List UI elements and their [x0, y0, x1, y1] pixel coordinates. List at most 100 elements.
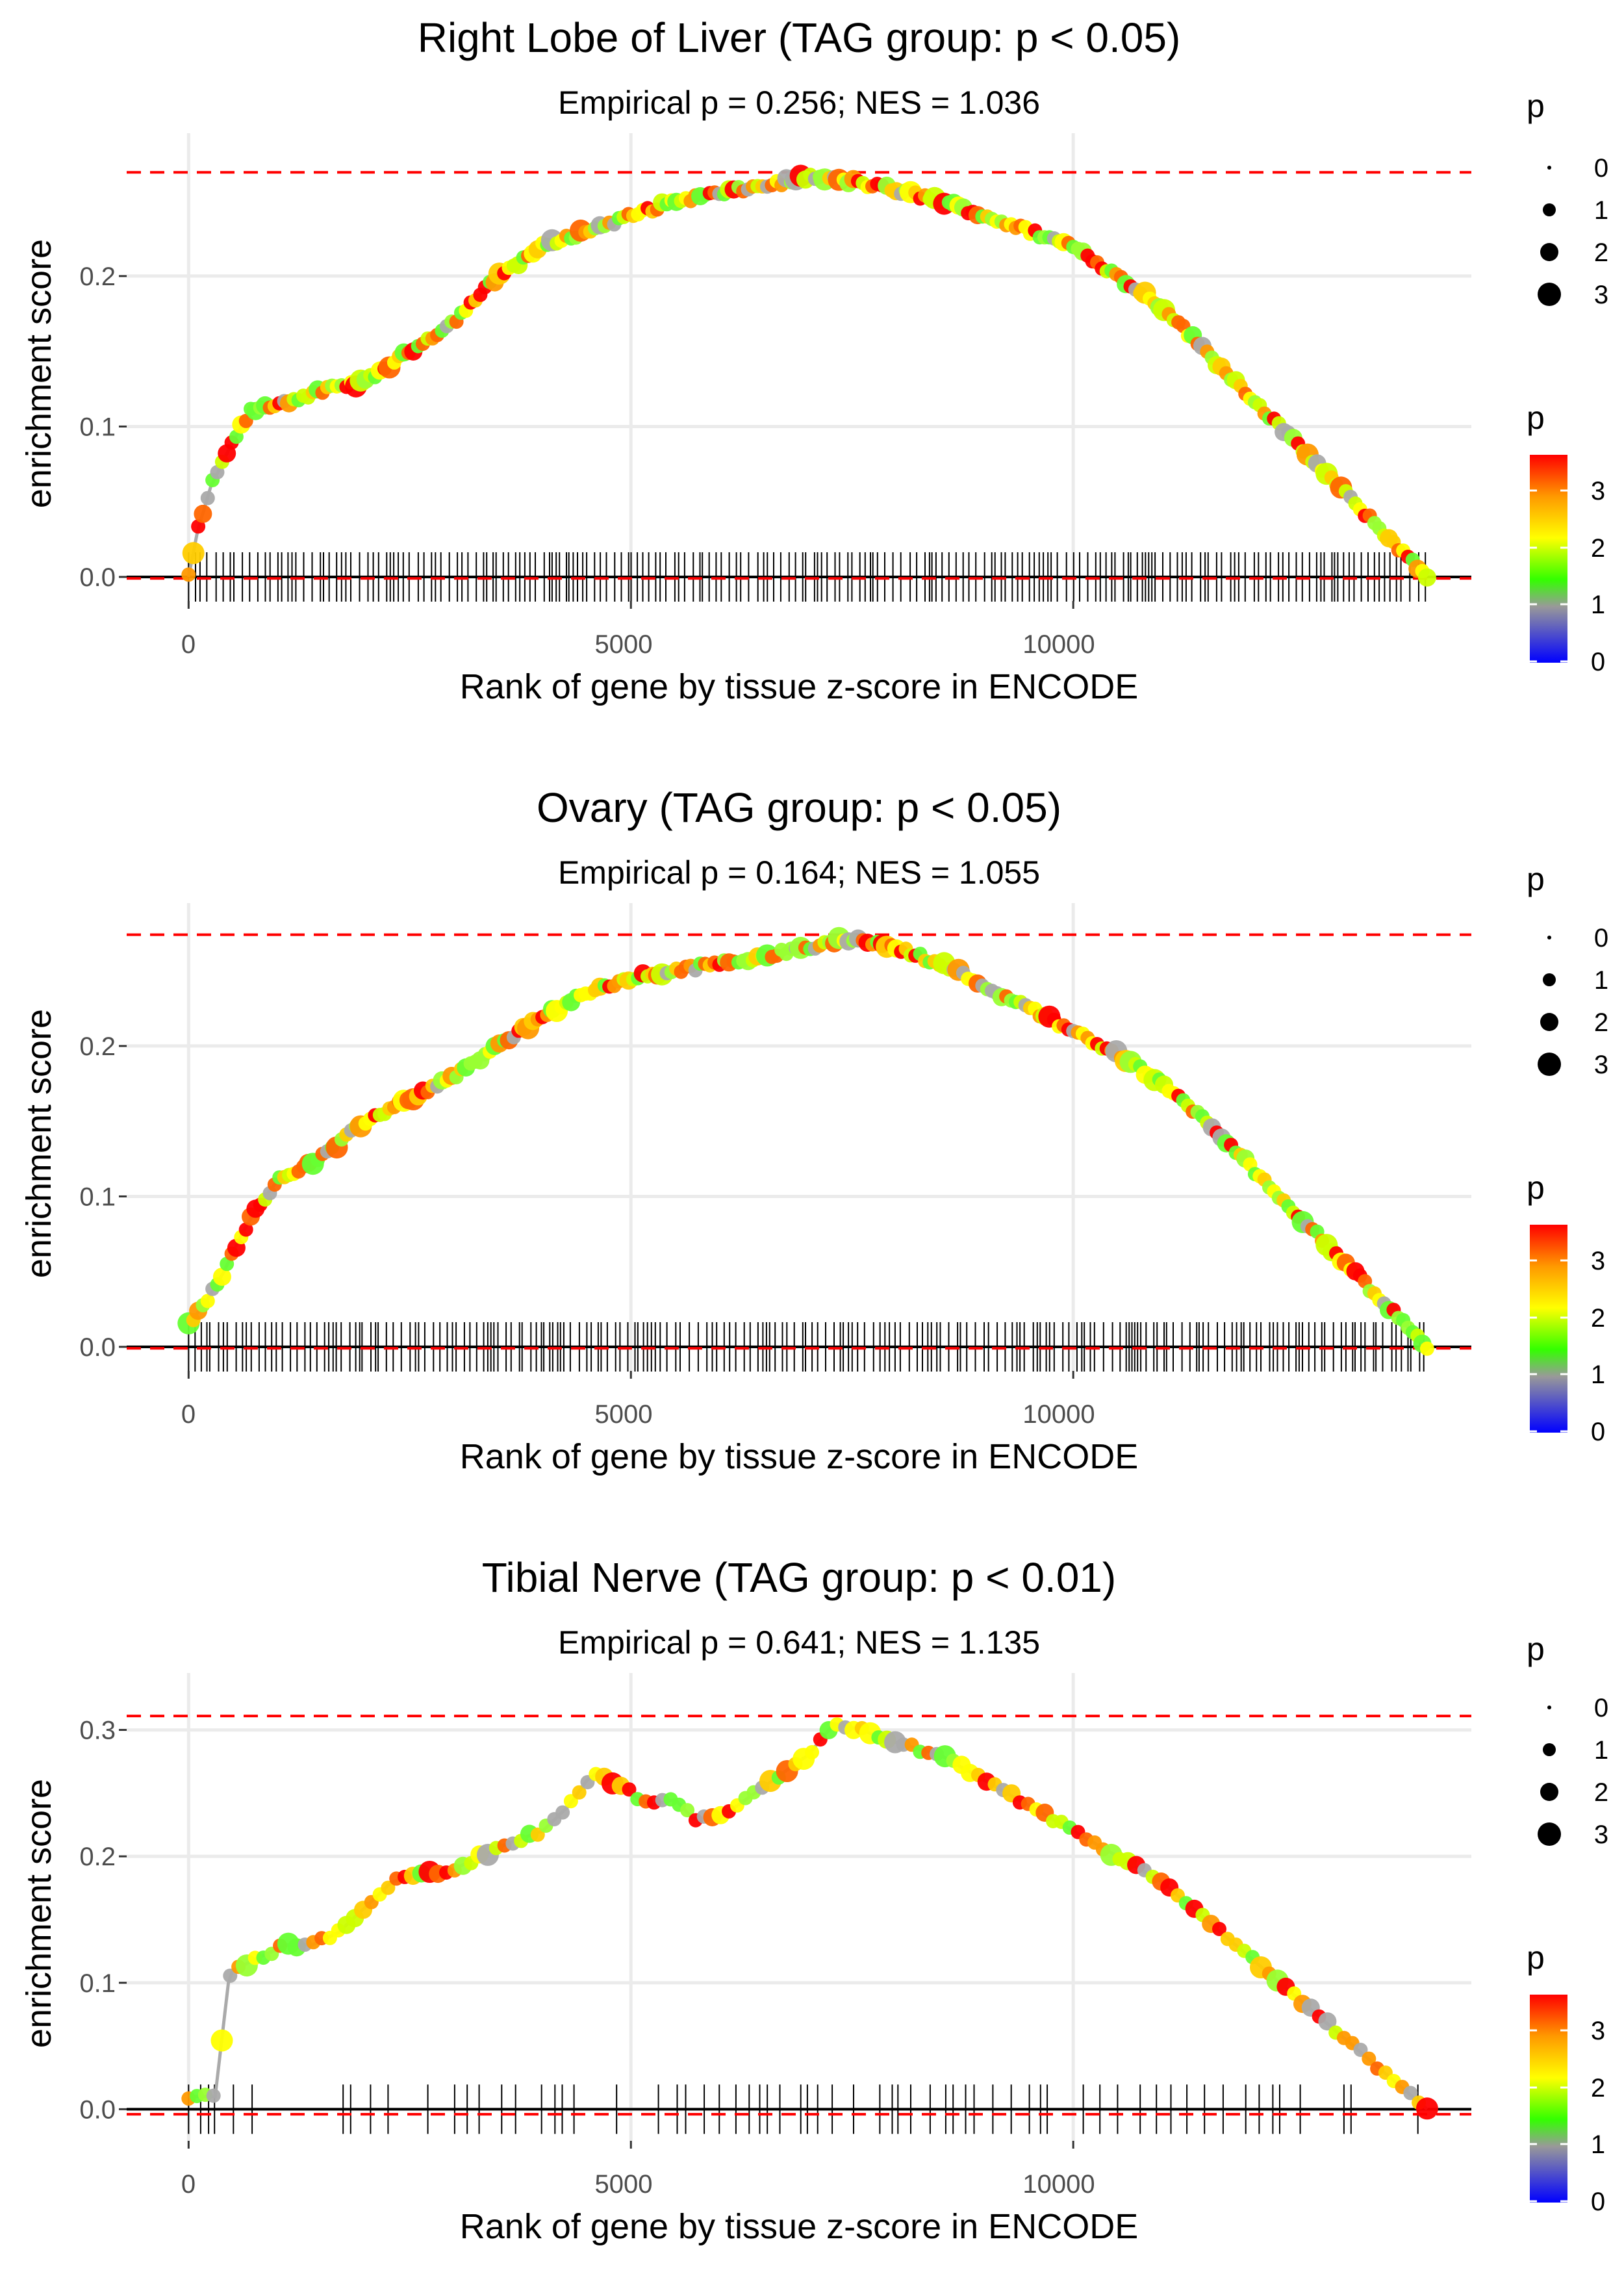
x-tick-label: 0: [181, 2170, 196, 2199]
chart-title: Right Lobe of Liver (TAG group: p < 0.05…: [418, 14, 1181, 61]
color-legend-title: p: [1527, 400, 1545, 436]
color-legend-label: 2: [1591, 2074, 1605, 2102]
es-point: [210, 2029, 233, 2052]
color-legend-label: 0: [1591, 648, 1605, 676]
color-legend-label: 2: [1591, 1304, 1605, 1333]
es-point: [555, 1805, 570, 1820]
es-point: [1212, 1922, 1226, 1936]
chart-subtitle: Empirical p = 0.164; NES = 1.055: [558, 854, 1040, 891]
color-legend-title: p: [1527, 1169, 1545, 1206]
x-axis-title: Rank of gene by tissue z-score in ENCODE: [460, 2207, 1138, 2246]
size-legend: p 0 1 2 3: [1527, 1631, 1608, 1849]
axis-ticks: [119, 1729, 1074, 2149]
x-tick-label: 5000: [595, 1400, 653, 1429]
es-point: [1415, 2097, 1438, 2120]
es-curve: [181, 1717, 1438, 2120]
grid: [127, 1673, 1471, 2141]
es-point: [572, 1785, 587, 1800]
es-point: [182, 542, 205, 565]
size-legend-key: [1543, 1743, 1556, 1756]
es-point: [1318, 2012, 1337, 2031]
size-legend-label: 0: [1594, 924, 1608, 952]
chart-panel-ovary: Ovary (TAG group: p < 0.05) Empirical p …: [19, 784, 1608, 1476]
size-legend-key: [1547, 166, 1551, 170]
reference-lines: [127, 1715, 1471, 2116]
es-point: [181, 567, 196, 582]
size-legend-key: [1543, 973, 1556, 986]
color-legend-bar: [1530, 455, 1567, 663]
y-axis-title: enrichment score: [19, 239, 58, 508]
x-tick-label: 10000: [1022, 1400, 1095, 1429]
es-point: [206, 2088, 221, 2103]
color-legend-label: 3: [1591, 477, 1605, 505]
es-point: [1362, 2051, 1377, 2066]
grid: [127, 903, 1471, 1371]
size-legend-label: 0: [1594, 1694, 1608, 1722]
chart-subtitle: Empirical p = 0.256; NES = 1.036: [558, 84, 1040, 121]
chart-title: Tibial Nerve (TAG group: p < 0.01): [482, 1554, 1116, 1601]
size-legend: p 0 1 2 3: [1527, 861, 1608, 1079]
es-point: [1417, 568, 1436, 587]
color-legend: p 3 2 1 0: [1527, 1169, 1605, 1446]
color-legend-bar: [1530, 1225, 1567, 1433]
size-legend-key: [1540, 243, 1558, 261]
y-tick-label: 0.0: [79, 563, 116, 592]
chart-title: Ovary (TAG group: p < 0.05): [537, 784, 1061, 831]
x-tick-label: 0: [181, 630, 196, 659]
y-tick-label: 0.1: [79, 413, 116, 441]
y-tick-label: 0.2: [79, 262, 116, 291]
size-legend-label: 1: [1594, 196, 1608, 225]
size-legend: p 0 1 2 3: [1527, 88, 1608, 309]
es-point: [622, 1782, 637, 1797]
y-axis-title: enrichment score: [19, 1009, 58, 1278]
chart-subtitle: Empirical p = 0.641; NES = 1.135: [558, 1624, 1040, 1661]
size-legend-key: [1547, 936, 1551, 939]
y-tick-label: 0.0: [79, 1333, 116, 1362]
x-axis-title: Rank of gene by tissue z-score in ENCODE: [460, 667, 1138, 706]
size-legend-key: [1540, 1783, 1558, 1801]
chart-panel-tibial-nerve: Tibial Nerve (TAG group: p < 0.01) Empir…: [19, 1554, 1608, 2246]
size-legend-label: 3: [1594, 281, 1608, 309]
color-legend-label: 1: [1591, 1361, 1605, 1389]
es-point: [191, 519, 206, 534]
chart-panel-liver: Right Lobe of Liver (TAG group: p < 0.05…: [19, 14, 1608, 706]
x-tick-label: 5000: [595, 630, 653, 659]
y-tick-label: 0.0: [79, 2095, 116, 2124]
size-legend-label: 2: [1594, 1778, 1608, 1807]
size-legend-key: [1538, 1053, 1561, 1076]
color-legend: p 3 2 1 0: [1527, 400, 1605, 676]
es-point: [805, 1744, 819, 1759]
color-legend-bar: [1530, 1995, 1567, 2203]
es-point: [200, 1294, 215, 1309]
y-tick-label: 0.2: [79, 1032, 116, 1061]
color-legend-label: 3: [1591, 2017, 1605, 2045]
y-tick-label: 0.2: [79, 1843, 116, 1871]
es-point: [194, 504, 212, 523]
reference-lines: [127, 171, 1471, 580]
size-legend-label: 3: [1594, 1820, 1608, 1849]
size-legend-label: 2: [1594, 1008, 1608, 1037]
es-point: [238, 1222, 253, 1237]
es-curve: [181, 164, 1436, 587]
es-point: [680, 1803, 695, 1818]
x-tick-label: 0: [181, 1400, 196, 1429]
size-legend-label: 1: [1594, 966, 1608, 995]
size-legend-key: [1540, 1013, 1558, 1031]
size-legend-key: [1547, 1706, 1551, 1709]
axis-ticks: [119, 275, 1074, 609]
color-legend-title: p: [1527, 1939, 1545, 1976]
axis-ticks: [119, 1045, 1074, 1379]
es-point: [212, 1268, 231, 1286]
color-legend-label: 1: [1591, 2130, 1605, 2159]
x-tick-label: 10000: [1022, 630, 1095, 659]
es-line: [187, 936, 1428, 1348]
color-legend-label: 1: [1591, 591, 1605, 619]
es-point: [381, 1880, 396, 1895]
size-legend-label: 2: [1594, 238, 1608, 267]
color-legend: p 3 2 1 0: [1527, 1939, 1605, 2216]
reference-lines: [127, 933, 1471, 1350]
size-legend-label: 0: [1594, 154, 1608, 183]
color-legend-label: 0: [1591, 2188, 1605, 2216]
size-legend-title: p: [1527, 861, 1545, 897]
